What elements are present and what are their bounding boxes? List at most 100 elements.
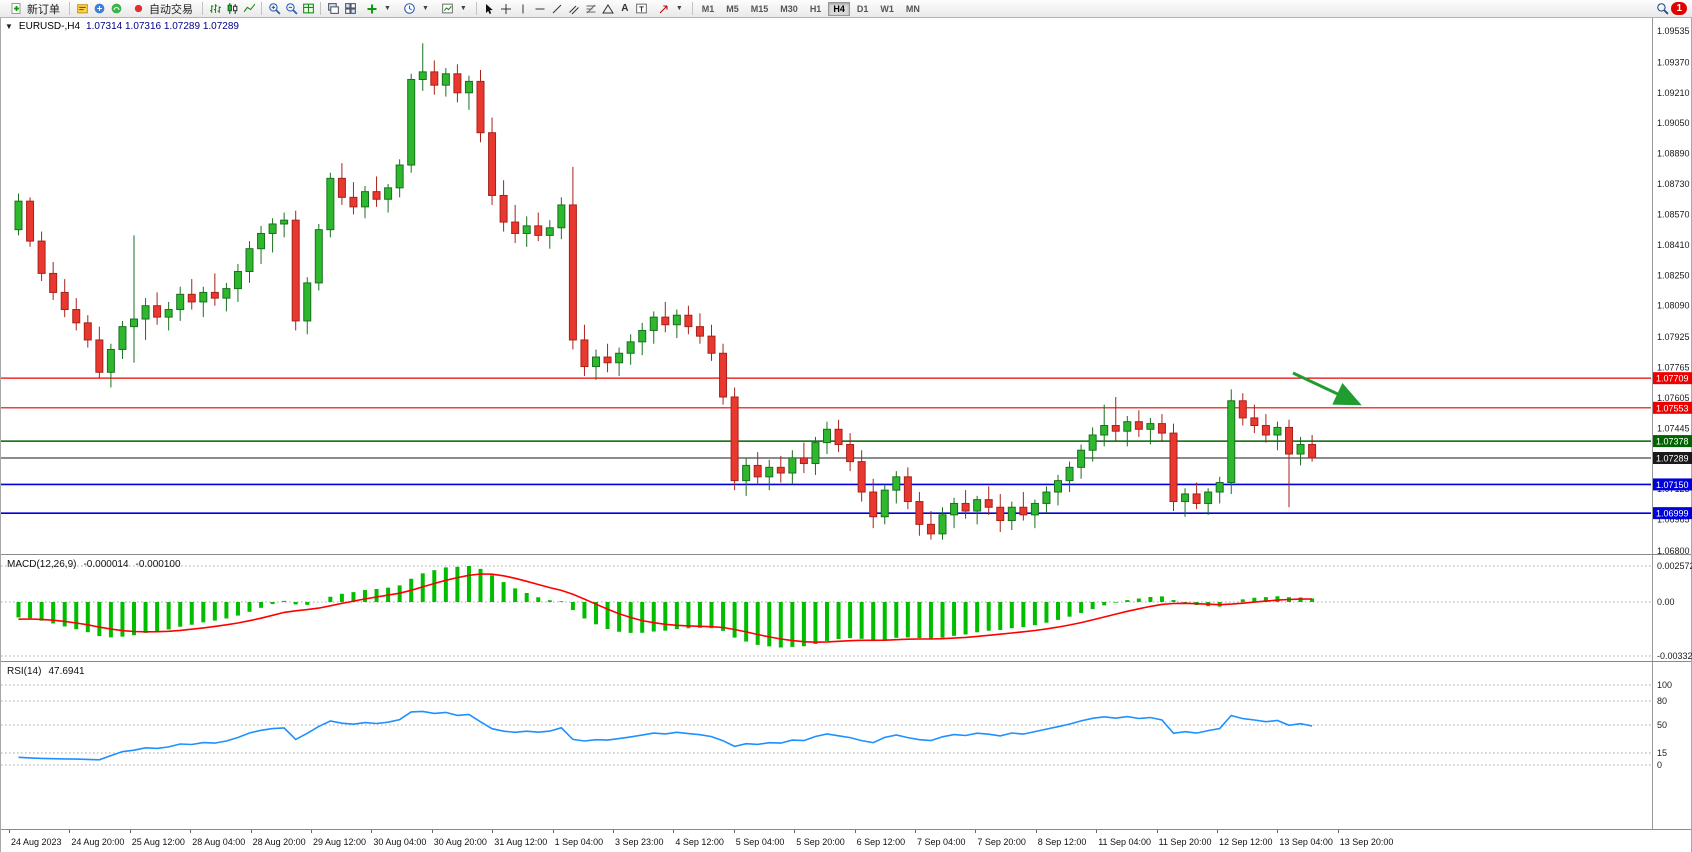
svg-text:50: 50 [1657,720,1667,730]
macd-panel[interactable]: 0.002572 0.00 -0.003326 MACD(12,26,9) -0.0… [1,555,1692,662]
time-tick [854,830,856,833]
time-label: 6 Sep 12:00 [856,837,906,847]
time-label: 12 Sep 12:00 [1219,837,1273,847]
crosshair-icon[interactable] [498,1,514,16]
data-window-icon[interactable] [300,1,316,16]
search-icon[interactable] [1654,1,1670,16]
time-label: 7 Sep 20:00 [977,837,1026,847]
toolbar-separator [475,2,477,15]
time-label: 13 Sep 20:00 [1339,837,1394,847]
svg-text:1.07709: 1.07709 [1656,374,1689,384]
text-tool-icon[interactable]: A [621,2,629,14]
time-tick [1217,830,1218,833]
svg-text:1.07150: 1.07150 [1656,480,1689,490]
time-label: 24 Aug 2023 [11,837,62,847]
macd-value: -0.000014 [83,559,129,570]
clock-icon [402,1,418,16]
timeframe-button-H1[interactable]: H1 [805,2,827,16]
shapes-icon[interactable] [600,1,616,16]
rsi-panel[interactable]: 100 80 50 15 0 RSI(14) 47.6941 [1,662,1691,830]
timeframe-button-W1[interactable]: W1 [875,2,899,16]
svg-text:1.08410: 1.08410 [1657,240,1690,250]
rsi-chart[interactable]: 100 80 50 15 0 [1,662,1692,829]
svg-text:1.07553: 1.07553 [1656,403,1689,413]
svg-text:1.08090: 1.08090 [1657,301,1690,311]
indicators-list-icon[interactable] [325,1,341,16]
svg-text:15: 15 [1657,748,1667,758]
chart-window: 1.09535 1.09370 1.09210 1.09050 1.08890 1.087… [0,18,1692,852]
time-label: 13 Sep 04:00 [1279,837,1333,847]
metaeditor-icon[interactable] [74,1,90,16]
svg-text:1.06965: 1.06965 [1657,515,1690,525]
autotrading-label: 自动交易 [149,3,193,16]
timeframe-button-M30[interactable]: M30 [775,2,803,16]
autotrading-icon [130,1,146,16]
svg-text:1.09050: 1.09050 [1657,118,1690,128]
zoom-in-icon[interactable] [266,1,282,16]
chart-collapse-icon[interactable]: ▼ [5,22,13,31]
timeframe-button-D1[interactable]: D1 [852,2,874,16]
time-label: 4 Sep 12:00 [675,837,724,847]
channel-icon[interactable] [566,1,582,16]
timeframe-button-H4[interactable]: H4 [828,1,850,16]
trendline-icon[interactable] [549,1,565,16]
timeframe-button-MN[interactable]: MN [901,2,925,16]
cursor-icon[interactable] [481,1,497,16]
time-tick [552,830,554,833]
time-tick [794,830,796,833]
arrows-button[interactable]: ▼ [651,1,688,17]
candlestick-chart-icon[interactable] [224,1,240,16]
macd-signal-value: -0.000100 [135,559,181,570]
horizontal-line-icon[interactable] [532,1,548,16]
price-chart-panel[interactable]: 1.09535 1.09370 1.09210 1.09050 1.08890 1.087… [1,18,1692,555]
add-indicator-button[interactable]: ▼ [359,1,396,17]
macd-chart[interactable]: 0.002572 0.00 -0.003326 [1,555,1692,661]
signals-icon[interactable] [108,1,124,16]
svg-text:1.09370: 1.09370 [1657,57,1690,67]
macd-name: MACD(12,26,9) [7,559,77,570]
svg-text:100: 100 [1657,680,1672,690]
fibonacci-icon[interactable] [583,1,599,16]
templates-button[interactable]: ▼ [435,1,472,17]
time-label: 24 Aug 20:00 [71,837,125,847]
symbol-timeframe-label: EURUSD-,H4 [18,21,81,32]
bar-chart-icon[interactable] [207,1,223,16]
svg-text:1.07445: 1.07445 [1657,423,1690,433]
time-tick [613,830,614,833]
time-tick [311,830,312,833]
time-tick [492,830,494,833]
time-tick [431,830,433,833]
svg-text:1.08890: 1.08890 [1657,149,1690,159]
time-label: 5 Sep 20:00 [796,837,845,847]
horizontal-lines-layer [1,377,1651,514]
time-axis[interactable]: 24 Aug 2023 24 Aug 20:00 25 Aug 12:00 28 Au… [1,830,1691,852]
zoom-out-icon[interactable] [283,1,299,16]
macd-signal-line [18,573,1313,644]
text-label-icon[interactable] [634,1,650,16]
line-chart-icon[interactable] [241,1,257,16]
svg-text:1.07605: 1.07605 [1657,393,1690,403]
tile-windows-icon[interactable] [342,1,358,16]
timeframe-button-M15[interactable]: M15 [746,2,774,16]
svg-text:1.07289: 1.07289 [1656,454,1689,464]
time-tick [1337,830,1339,833]
notification-badge[interactable]: 1 [1671,2,1687,15]
timeframe-button-M1[interactable]: M1 [697,2,720,16]
timeframe-button-M5[interactable]: M5 [721,2,744,16]
time-label: 8 Sep 12:00 [1037,837,1087,847]
svg-text:80: 80 [1657,696,1667,706]
chevron-down-icon: ▼ [421,5,429,12]
vertical-line-icon[interactable] [515,1,531,16]
svg-text:1.07378: 1.07378 [1656,437,1689,447]
chevron-down-icon: ▼ [384,5,391,12]
svg-text:-0.003326: -0.003326 [1657,651,1692,661]
market-icon[interactable] [91,1,107,16]
periods-button[interactable]: ▼ [397,1,434,17]
time-label: 11 Sep 20:00 [1158,837,1212,847]
price-chart[interactable]: 1.09535 1.09370 1.09210 1.09050 1.08890 1.087… [1,18,1692,554]
autotrading-button[interactable]: 自动交易 [125,1,198,17]
svg-text:1.09210: 1.09210 [1657,88,1690,98]
new-order-button[interactable]: 新订单 [3,1,65,17]
time-label: 31 Aug 12:00 [494,837,548,847]
arrow-tool-icon [656,1,672,16]
